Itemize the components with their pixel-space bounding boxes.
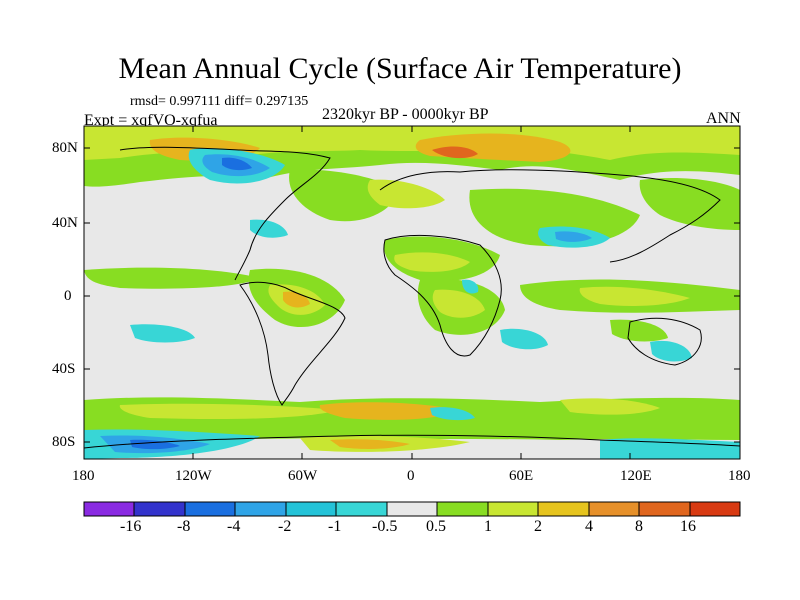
southern-ocean-orange [319, 402, 460, 420]
maritime-continent-yellow [579, 286, 690, 306]
antarctica-coast [84, 434, 740, 449]
australia-cyan [650, 340, 692, 362]
colorbar-box [84, 502, 134, 516]
southern-ocean-yellow-west [119, 403, 340, 420]
lon-tick-120e: 120E [620, 468, 652, 484]
eurasia-coast [379, 169, 721, 263]
south-pacific-cyan [130, 324, 195, 343]
colorbar-box [387, 502, 437, 516]
colorbar-box [185, 502, 235, 516]
colorbar-box [488, 502, 538, 516]
colorbar-box [286, 502, 336, 516]
colorbar-box [690, 502, 740, 516]
lat-tick-0: 0 [64, 288, 72, 304]
antarctica-deep-blue [130, 439, 180, 450]
colorbar-label: -8 [177, 518, 191, 535]
colorbar-label: -1 [328, 518, 342, 535]
colorbar-dividers [83, 501, 741, 517]
chart-title: Mean Annual Cycle (Surface Air Temperatu… [118, 52, 682, 85]
colorbar-box [134, 502, 185, 516]
season-label: ANN [706, 110, 741, 127]
us-east-cyan [250, 219, 288, 238]
tibet-blue [555, 231, 592, 242]
central-asia-green [469, 188, 640, 247]
lon-tick-120w: 120W [175, 468, 212, 484]
colorbar-box [336, 502, 387, 516]
southern-ocean-yellow-east [560, 398, 660, 415]
colorbar-box [235, 502, 286, 516]
southern-ocean-cyan [430, 407, 475, 421]
antarctica-cyan-east [600, 438, 740, 459]
colorbar-label: 2 [534, 518, 542, 535]
lat-tick-40n: 40N [52, 215, 78, 231]
canada-deep-blue-core [222, 157, 252, 171]
colorbar-label: -16 [120, 518, 142, 535]
lon-tick-180w: 180 [72, 468, 95, 484]
lat-tick-40s: 40S [52, 361, 76, 377]
colorbar-label: -4 [227, 518, 241, 535]
east-africa-cyan [462, 279, 479, 294]
colorbar-label: -2 [278, 518, 292, 535]
lon-tick-60w: 60W [288, 468, 318, 484]
colorbar-box [538, 502, 589, 516]
axis-ticks [83, 126, 741, 459]
north-pacific-green [639, 178, 740, 230]
africa-coast [383, 234, 502, 357]
temperature-field [84, 126, 740, 459]
south-america-coast [239, 281, 346, 406]
europe-yellow [367, 179, 445, 209]
colorbar-box [589, 502, 639, 516]
colorbar-label: 4 [585, 518, 593, 535]
indian-ocean-cyan [500, 328, 548, 350]
antarctica-orange [330, 439, 410, 449]
central-africa-yellow [432, 289, 485, 318]
north-america-coast [119, 146, 331, 281]
colorbar-label: 8 [635, 518, 643, 535]
colorbar-label: 1 [484, 518, 492, 535]
coastlines [84, 146, 740, 449]
colorbar [84, 502, 740, 516]
australia-coast [627, 317, 702, 366]
colorbar-label: -0.5 [372, 518, 398, 535]
period-label: 2320kyr BP - 0000kyr BP [322, 106, 489, 123]
east-pacific-green [84, 267, 260, 289]
colorbar-label: 16 [680, 518, 696, 535]
colorbar-box [437, 502, 488, 516]
sahel-yellow [394, 252, 470, 272]
siberia-hot-spot [432, 146, 478, 159]
lat-tick-80n: 80N [52, 140, 78, 156]
australia-green [610, 319, 668, 342]
experiment-label: Expt = xqfVO-xqfua [84, 112, 218, 129]
colorbar-box [639, 502, 690, 516]
lon-tick-180e: 180 [728, 468, 751, 484]
colorbar-label: 0.5 [426, 518, 446, 535]
lat-tick-80s: 80S [52, 434, 76, 450]
lon-tick-60e: 60E [509, 468, 534, 484]
stats-label: rmsd= 0.997111 diff= 0.297135 [130, 94, 309, 109]
lon-tick-0: 0 [407, 468, 415, 484]
